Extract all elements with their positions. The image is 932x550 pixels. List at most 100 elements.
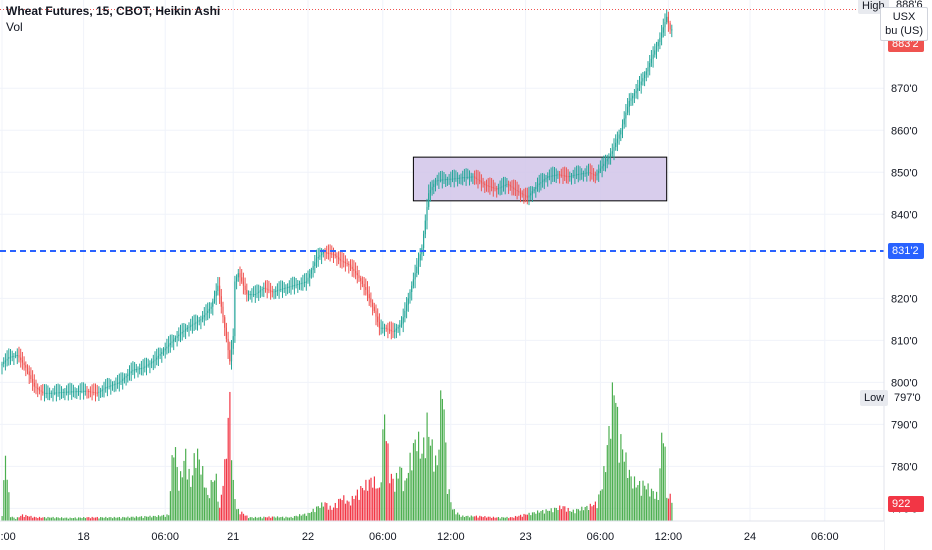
candle-body [6,358,8,361]
volume-bar [401,467,403,521]
candle-body [346,263,348,265]
volume-bar [71,518,73,521]
volume-bar [203,487,205,521]
candle-body [565,175,567,177]
volume-bar [348,501,350,521]
volume-bar [309,513,311,521]
volume-bar [470,515,472,521]
candle-body [293,285,295,287]
volume-label[interactable]: Vol [6,20,23,34]
candle-body [349,264,352,267]
candle-body [540,182,542,184]
volume-bar [191,475,194,521]
candle-body [470,176,472,178]
volume-bar [135,516,137,521]
candle-body [183,330,185,332]
candle-body [606,158,608,162]
candle-body [615,142,617,148]
candle-body [458,177,460,179]
volume-bar [302,514,304,521]
candle-body [341,260,343,262]
candle-body [246,289,248,295]
candle-body [485,184,488,186]
candle-body [638,84,641,89]
volume-bar [518,515,520,521]
candle-body [576,174,578,176]
candle-body [443,179,445,181]
candle-body [118,382,120,384]
volume-bar [239,514,241,521]
volume-bar [407,472,409,521]
candle-body [608,156,610,159]
volume-bar [582,510,585,521]
volume-bar [208,498,211,521]
candle-body [222,306,224,318]
candle-body [47,392,49,394]
candle-body [582,173,584,175]
volume-bar [550,508,552,521]
candle-body [120,380,122,383]
volume-bar [394,491,396,521]
volume-bar [463,517,466,521]
symbol-title[interactable]: Wheat Futures, 15, CBOT, Heikin Ashi [6,4,221,18]
volume-bar [406,478,408,521]
candle-body [89,391,91,393]
candle-body [360,278,362,282]
candle-body [429,190,431,194]
candle-body [57,392,59,394]
price-axis[interactable]: 870'0 860'0 850'0 840'0 820'0 810'0 800'0 790'0… [883,0,932,550]
candle-body [212,301,214,307]
candle-body [477,178,479,181]
volume-bar [555,507,557,521]
volume-bar [33,516,35,521]
volume-bar [76,518,78,521]
volume-bar [548,510,551,521]
candle-body [664,22,666,28]
candle-body [230,348,233,362]
volume-bar [44,517,46,521]
volume-bar [426,412,428,521]
candle-body [489,186,491,188]
candle-body [229,350,231,362]
volume-bar [297,516,299,521]
candle-body [644,74,646,79]
candle-body [179,333,182,335]
volume-bar [664,446,666,521]
candle-body [169,343,171,345]
time-axis[interactable]: 12:00 18 06:00 21 22 06:00 12:00 23 06:00 12:00 24… [0,520,884,550]
volume-bar [355,495,357,521]
candle-body [508,184,510,186]
candle-body [72,391,74,393]
candle-body [390,330,392,332]
volume-bar [293,516,296,521]
volume-bar [37,518,39,521]
candle-body [292,285,294,287]
volume-bar [242,513,245,521]
candle-body [433,183,435,187]
volume-bar [666,497,668,521]
candle-body [513,187,515,189]
volume-bar [538,512,540,521]
volume-bar [254,516,256,521]
volume-bar [193,453,195,521]
candle-body [157,355,159,358]
volume-bar [533,512,535,521]
candle-body [220,296,222,307]
volume-bar [650,488,653,521]
volume-bar [317,506,319,521]
volume-bar [110,517,112,521]
volume-bar [440,390,442,521]
volume-bar [86,517,88,521]
volume-bar [491,517,493,521]
volume-bar [506,516,508,521]
candle-body [472,176,474,178]
volume-bar [438,449,440,521]
currency-selector[interactable]: USX bu (US) [880,7,928,41]
volume-bar [419,458,421,521]
volume-bar [421,453,423,521]
volume-bar [35,517,37,521]
volume-bar [50,517,52,521]
volume-bar [64,517,66,521]
volume-bar [605,472,607,521]
